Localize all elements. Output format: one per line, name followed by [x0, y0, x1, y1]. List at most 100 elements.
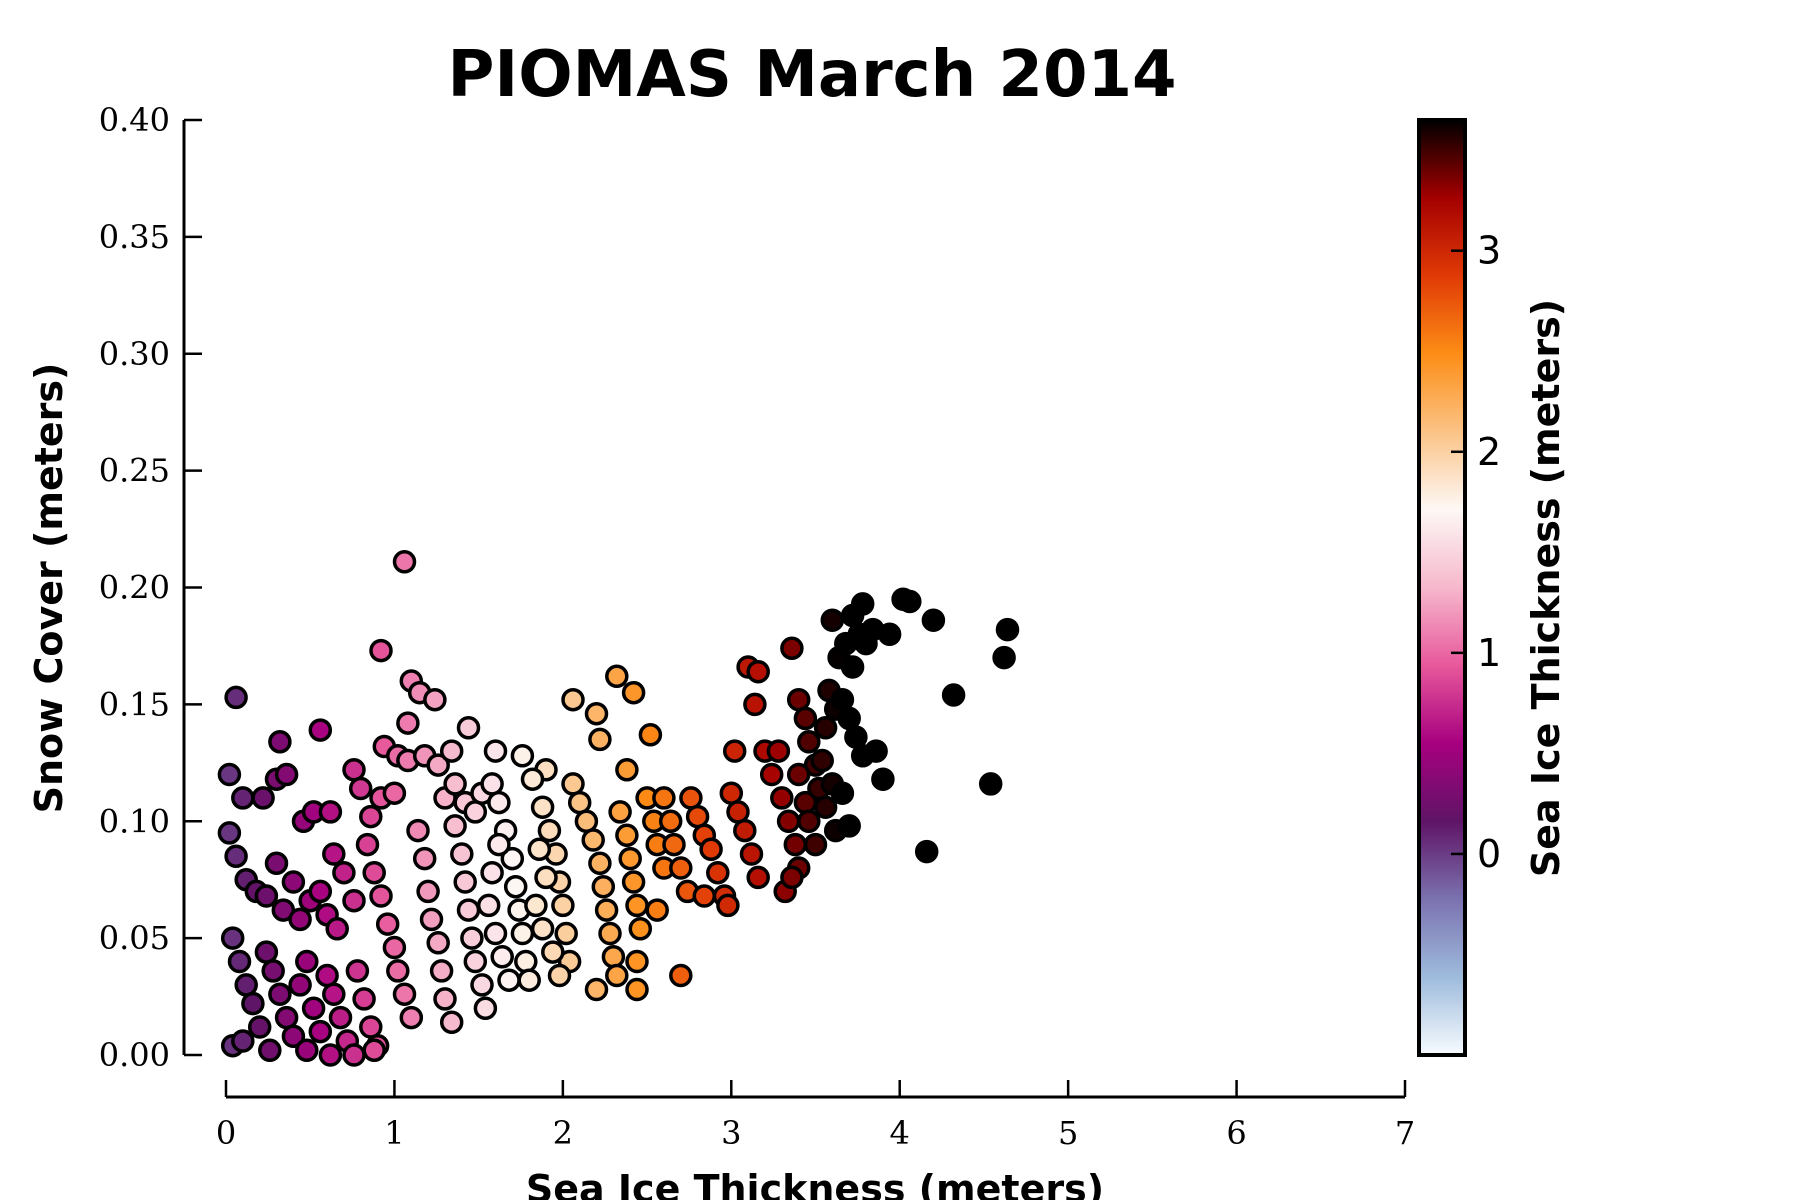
data-point: [837, 814, 861, 838]
data-point: [797, 730, 821, 754]
data-point: [274, 762, 299, 787]
data-point: [638, 723, 663, 747]
data-point: [537, 818, 562, 843]
data-point: [898, 589, 922, 614]
data-point: [352, 987, 376, 1011]
y-tick-label: 0.05: [99, 919, 170, 957]
data-point: [914, 839, 939, 864]
data-point: [850, 592, 875, 616]
data-point: [288, 907, 312, 932]
colorbar-tick-label: 2: [1477, 430, 1501, 474]
data-point: [220, 926, 245, 950]
data-point: [530, 917, 555, 941]
data-point: [382, 781, 407, 805]
data-point: [517, 968, 541, 992]
x-tick-label: 6: [1226, 1114, 1246, 1152]
data-point: [261, 959, 285, 983]
data-point: [301, 996, 326, 1021]
data-point: [520, 767, 545, 791]
data-point: [530, 795, 555, 819]
data-point: [793, 790, 818, 815]
data-point: [621, 680, 646, 705]
data-point: [605, 664, 629, 689]
chart-title: PIOMAS March 2014: [447, 38, 1176, 112]
data-point: [514, 949, 538, 974]
data-point: [598, 921, 622, 946]
data-point: [227, 949, 252, 974]
x-tick-label: 3: [721, 1114, 741, 1152]
data-point: [392, 982, 417, 1006]
data-point: [510, 921, 535, 946]
data-point: [295, 1038, 319, 1063]
data-point: [318, 1043, 343, 1067]
data-point: [739, 842, 764, 866]
y-tick-label: 0.15: [99, 685, 170, 723]
data-point: [359, 804, 383, 829]
data-point: [541, 940, 565, 964]
y-tick-label: 0.35: [99, 218, 170, 256]
data-point: [386, 959, 410, 983]
data-point: [268, 982, 292, 1006]
data-point: [412, 846, 437, 871]
data-point: [392, 550, 417, 574]
data-point: [382, 935, 407, 960]
x-tick-label: 0: [216, 1114, 236, 1152]
data-point: [813, 716, 838, 740]
data-point: [995, 617, 1020, 642]
data-point: [547, 963, 572, 988]
data-point: [406, 818, 430, 843]
data-point: [288, 973, 312, 997]
colorbar-tick-label: 3: [1477, 229, 1501, 273]
data-point: [652, 786, 676, 810]
data-point: [524, 893, 548, 918]
data-point: [820, 608, 845, 632]
data-point: [342, 888, 366, 913]
data-point: [487, 790, 511, 815]
data-point: [786, 762, 811, 787]
x-axis-label: Sea Ice Thickness (meters): [526, 1167, 1104, 1200]
data-point: [780, 636, 804, 661]
data-point: [254, 884, 279, 908]
data-point: [217, 821, 242, 845]
data-point: [621, 870, 646, 894]
x-tick-label: 5: [1058, 1114, 1078, 1152]
data-point: [503, 874, 528, 899]
data-point: [254, 940, 279, 964]
data-point: [224, 685, 248, 710]
data-point: [439, 1010, 464, 1035]
data-point: [601, 945, 626, 969]
data-point: [456, 898, 481, 922]
colorbar: 0 1 2 3 Sea Ice Thickness (meters): [1417, 118, 1568, 1057]
data-point: [426, 931, 450, 955]
x-tick-label: 2: [553, 1114, 573, 1152]
data-point: [322, 982, 346, 1006]
data-point: [490, 945, 514, 969]
data-point: [669, 856, 693, 880]
data-point: [355, 832, 380, 857]
data-point: [224, 844, 248, 869]
data-point: [456, 716, 481, 740]
plot-area: 0.00 0.05 0.10 0.15 0.20 0.25 0.30 0.35 0.40 0 1 2…: [99, 101, 1415, 1152]
data-point: [588, 727, 612, 752]
y-tick-label: 0.40: [99, 101, 170, 139]
data-point: [746, 865, 770, 890]
data-point: [308, 718, 333, 742]
data-point: [978, 772, 1003, 796]
data-point: [645, 898, 669, 922]
y-tick-label: 0.20: [99, 569, 170, 607]
data-point: [766, 739, 791, 763]
data-point: [625, 977, 649, 1002]
data-point: [325, 917, 349, 941]
data-point: [362, 1038, 386, 1063]
data-point: [217, 762, 242, 787]
data-point: [783, 832, 808, 857]
data-point: [615, 758, 639, 782]
x-tick-label: 7: [1395, 1114, 1415, 1152]
data-point: [554, 921, 578, 946]
data-point: [419, 907, 444, 932]
data-point: [362, 860, 386, 885]
data-point: [295, 949, 319, 974]
data-point: [797, 809, 821, 834]
data-point: [692, 884, 717, 908]
data-point: [497, 968, 521, 992]
